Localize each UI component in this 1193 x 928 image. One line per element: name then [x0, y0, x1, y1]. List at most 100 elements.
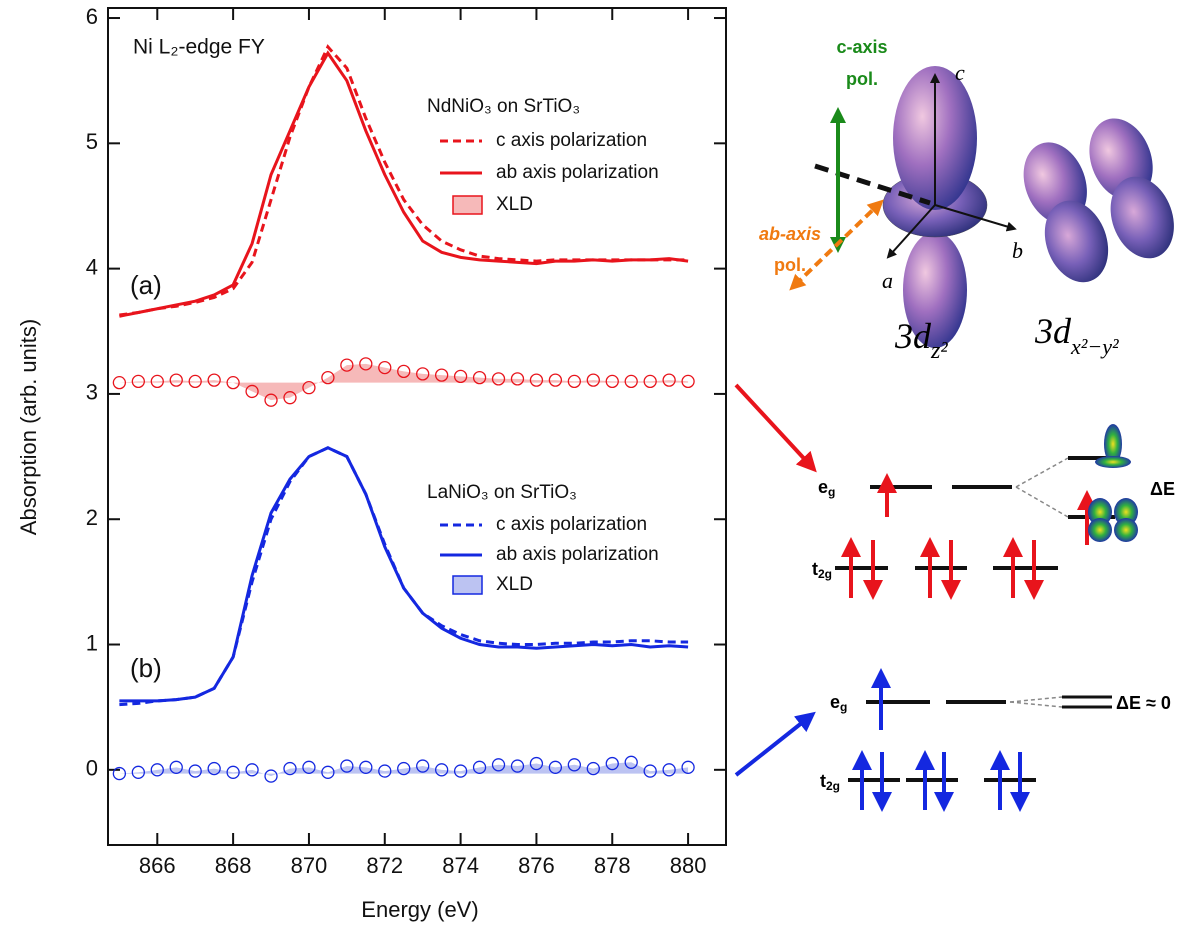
- xld-point: [681, 760, 695, 774]
- xld-fill: [119, 363, 689, 401]
- y-tick-label: 2: [86, 505, 98, 530]
- orbital-label: 3dx²−y²: [1034, 311, 1119, 359]
- label-main: e: [830, 692, 840, 712]
- xld-point: [359, 760, 373, 774]
- xld-point: [226, 375, 240, 390]
- xld-point: [207, 761, 221, 776]
- legend-swatch: [452, 195, 483, 215]
- orbital-label: 3dz²: [894, 316, 948, 363]
- xld-fill: [119, 762, 689, 777]
- xld-point: [131, 374, 145, 389]
- axis-label: b: [1012, 238, 1023, 263]
- legend-title: NdNiO₃ on SrTiO₃: [427, 96, 580, 117]
- xld-point: [321, 765, 335, 779]
- xld-point: [567, 374, 581, 389]
- legend-label: c axis polarization: [496, 514, 647, 535]
- xld-point: [510, 372, 525, 386]
- spin-pairs: [841, 537, 1044, 600]
- plot-area: 866 868 870 872 874 876 878 880 0 1 2 3 4 5 6 c axis po…: [86, 4, 726, 878]
- xld-point: [302, 760, 316, 774]
- xld-point: [397, 364, 411, 379]
- xld-point: [207, 373, 221, 387]
- xld-point: [245, 384, 259, 399]
- xld-point: [416, 367, 430, 381]
- a-axis: [886, 204, 936, 259]
- xld-point: [434, 763, 449, 777]
- t2g-label: t2g: [812, 559, 832, 581]
- xld-point: [264, 393, 278, 407]
- panel-label: (a): [130, 270, 162, 300]
- plot-frame: [107, 7, 727, 846]
- xld-point: [169, 373, 183, 387]
- t2g-label: t2g: [820, 771, 840, 793]
- x-tick-label: 874: [442, 853, 479, 878]
- x-tick-label: 868: [215, 853, 252, 878]
- xld-point: [510, 759, 525, 773]
- orbital-icon: [1104, 424, 1122, 464]
- label-sub: 2g: [818, 567, 832, 581]
- y-tick-label: 3: [86, 380, 98, 405]
- y-tick-label: 0: [86, 756, 98, 781]
- c-pol-label: c-axis: [836, 37, 887, 57]
- xld-point: [548, 760, 563, 774]
- xld-point: [188, 764, 202, 778]
- xld-point: [529, 756, 544, 771]
- xld-point: [624, 755, 638, 769]
- xld-point: [491, 758, 506, 772]
- xld-point: [131, 765, 145, 779]
- xld-point: [264, 769, 278, 783]
- split-guide: [1015, 457, 1069, 488]
- label-sub: g: [840, 700, 847, 714]
- eg-label: eg: [830, 692, 847, 714]
- dz2-lobe: [903, 232, 967, 348]
- legend-swatch: [452, 575, 483, 595]
- c-pol-label: pol.: [846, 69, 878, 89]
- split-guide: [1009, 696, 1063, 703]
- xld-point: [529, 373, 544, 387]
- legend-label: ab axis polarization: [496, 162, 659, 183]
- xld-point: [643, 764, 657, 778]
- x-axis-label: Energy (eV): [361, 897, 478, 922]
- legend-label: XLD: [496, 194, 533, 215]
- xld-point: [245, 763, 259, 777]
- xld-point: [416, 759, 430, 773]
- y-tick-label: 6: [86, 4, 98, 29]
- x-tick-label: 876: [518, 853, 555, 878]
- dx2y2-orbital: [1023, 118, 1174, 283]
- xld-point: [378, 764, 392, 778]
- x-tick-label: 878: [594, 853, 631, 878]
- spin-pairs: [852, 750, 1030, 812]
- xld-point: [378, 360, 392, 375]
- ab-pol-label: pol.: [774, 255, 806, 275]
- ab-pol-arrow: [789, 199, 884, 291]
- ab-pol-label: ab-axis: [759, 224, 821, 244]
- xld-point: [321, 370, 335, 385]
- splitting-label: ΔE: [1150, 479, 1175, 499]
- orbital-main: 3d: [894, 316, 932, 356]
- xld-point: [453, 764, 468, 778]
- xld-point: [548, 373, 563, 387]
- xld-point: [112, 375, 127, 390]
- xld-point: [624, 374, 638, 389]
- connector-arrow: [734, 383, 817, 473]
- y-axis-label: Absorption (arb. units): [16, 319, 41, 535]
- xld-point: [453, 369, 468, 384]
- xld-point: [605, 756, 619, 771]
- xld-point: [605, 374, 619, 389]
- b-axis: [934, 204, 1017, 232]
- y-tick-label: 1: [86, 630, 98, 655]
- label-main: e: [818, 477, 828, 497]
- xld-point: [567, 758, 581, 772]
- xld-point: [226, 765, 240, 779]
- level-diagram: eg ΔE t2g: [812, 424, 1175, 600]
- splitting-label: ΔE ≈ 0: [1116, 693, 1171, 713]
- xld-point: [472, 760, 487, 774]
- orbital-icon: [1088, 498, 1138, 542]
- series-line: [119, 446, 689, 703]
- xld-point: [302, 381, 316, 395]
- xld-point: [112, 766, 127, 781]
- xld-point: [188, 374, 202, 389]
- axis-label: c: [955, 60, 965, 85]
- orbital-main: 3d: [1034, 311, 1072, 351]
- xld-point: [643, 374, 657, 389]
